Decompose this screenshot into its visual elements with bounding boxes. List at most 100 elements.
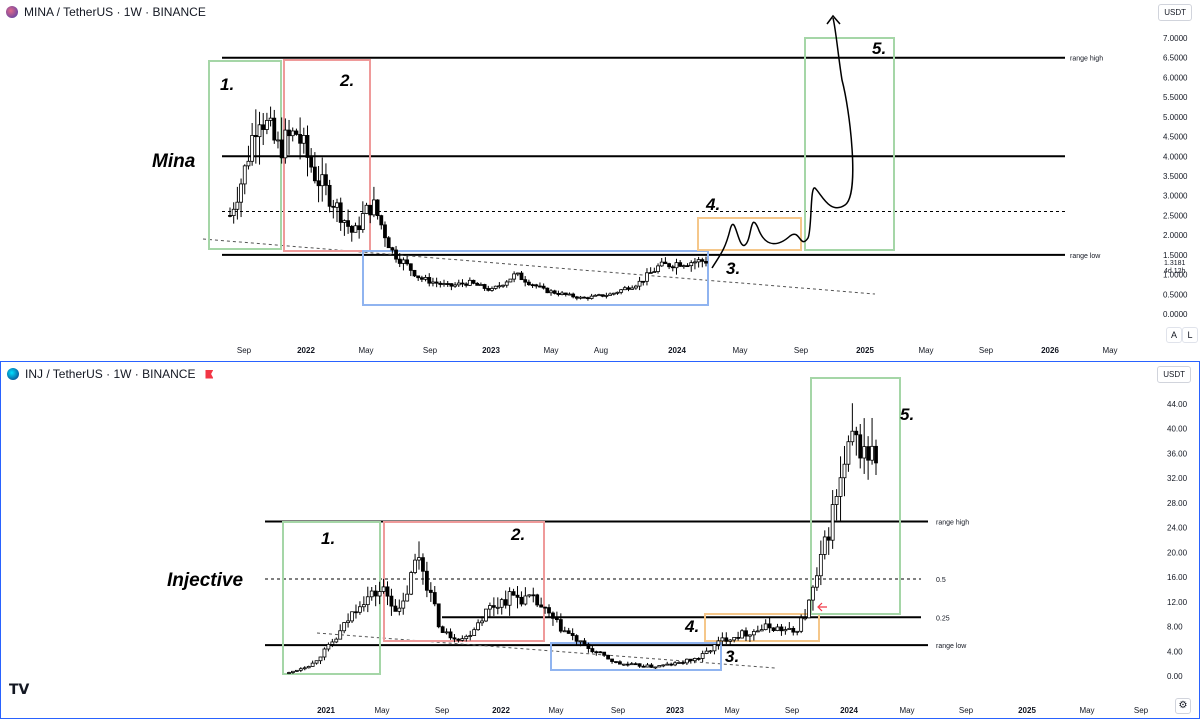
candle-body xyxy=(497,285,502,288)
y-tick-label: 28.00 xyxy=(1167,499,1188,508)
mina-logo-icon xyxy=(6,6,18,18)
current-price-label: 1.3181 xyxy=(1164,260,1186,267)
phase-annotation: 4. xyxy=(705,195,720,214)
x-tick-label: May xyxy=(899,706,914,715)
candle-body xyxy=(424,570,429,591)
phase-annotation: 3. xyxy=(725,647,739,666)
y-tick-label: 3.5000 xyxy=(1163,172,1188,181)
candle-body xyxy=(526,281,531,286)
candle-body xyxy=(534,284,539,287)
candle-body xyxy=(771,627,776,631)
inj-chart-panel[interactable]: INJ / TetherUS · 1W · BINANCE USDT 44.00… xyxy=(0,361,1200,719)
y-tick-label: 2.0000 xyxy=(1163,231,1188,240)
candle-body xyxy=(268,117,273,121)
phase-annotation: 2. xyxy=(510,525,525,544)
candle-body xyxy=(807,599,811,619)
candle-body xyxy=(696,658,701,660)
y-tick-label: 6.0000 xyxy=(1163,73,1188,82)
candle-body xyxy=(377,591,382,597)
candle-body xyxy=(751,631,756,636)
candle-body xyxy=(306,666,311,669)
candle-body xyxy=(476,622,481,631)
phase-5-box xyxy=(804,37,895,251)
candle-body xyxy=(322,648,327,658)
candle-body xyxy=(423,277,428,280)
x-tick-label: May xyxy=(1102,346,1117,355)
mina-chart-panel[interactable]: MINA / TetherUS · 1W · BINANCE USDT 7.00… xyxy=(0,0,1200,358)
y-tick-label: 12.00 xyxy=(1167,598,1188,607)
candle-body xyxy=(611,292,616,295)
candle-body xyxy=(589,295,594,299)
candle-body xyxy=(539,604,544,608)
candle-body xyxy=(287,129,291,137)
candle-body xyxy=(674,262,679,269)
candle-body xyxy=(799,617,804,632)
candle-body xyxy=(562,630,567,633)
y-tick-label: 1.5000 xyxy=(1163,251,1188,260)
level-label: range high xyxy=(1070,56,1103,63)
candle-body xyxy=(264,120,269,130)
candle-body xyxy=(438,282,443,285)
candle-body xyxy=(633,663,638,666)
candle-body xyxy=(728,639,733,642)
candle-body xyxy=(312,166,317,182)
candle-body xyxy=(538,285,542,288)
phase-3-box xyxy=(362,250,709,306)
candle-body xyxy=(358,606,362,613)
candle-body xyxy=(276,139,280,142)
tradingview-logo[interactable]: TV xyxy=(9,682,30,698)
candle-body xyxy=(870,445,874,461)
candle-body xyxy=(586,643,591,649)
candle-body xyxy=(250,135,255,162)
candle-body xyxy=(484,608,488,622)
candle-body xyxy=(508,278,513,283)
candle-body xyxy=(740,630,744,639)
candle-body xyxy=(704,650,709,654)
candle-body xyxy=(795,630,800,633)
candle-body xyxy=(386,237,391,249)
candle-body xyxy=(659,261,664,267)
phase-annotation: 5. xyxy=(900,405,914,424)
candle-body xyxy=(460,638,465,641)
candle-body xyxy=(667,263,672,268)
y-tick-label: 4.00 xyxy=(1167,647,1183,656)
candle-body xyxy=(523,595,528,605)
x-tick-label: 2024 xyxy=(668,346,686,355)
candle-body xyxy=(511,591,516,596)
auto-scale-button[interactable]: A xyxy=(1166,327,1182,343)
x-tick-label: Sep xyxy=(611,706,626,715)
inj-chart[interactable]: 44.00 40.00 36.00 32.00 28.00 24.00 20.00 16.00… xyxy=(1,362,1198,717)
candle-body xyxy=(397,607,402,612)
currency-selector[interactable]: USDT xyxy=(1158,4,1192,21)
settings-icon[interactable]: ⚙ xyxy=(1175,698,1191,714)
x-tick-label: May xyxy=(358,346,373,355)
candle-body xyxy=(421,557,425,572)
x-tick-label: Aug xyxy=(594,346,608,355)
candle-body xyxy=(858,434,863,459)
chart-header: INJ / TetherUS · 1W · BINANCE xyxy=(7,367,214,381)
x-tick-label: May xyxy=(548,706,563,715)
candle-body xyxy=(480,620,484,624)
candle-body xyxy=(357,225,362,230)
currency-selector[interactable]: USDT xyxy=(1157,366,1191,383)
candle-body xyxy=(419,277,424,280)
candle-body xyxy=(615,291,620,294)
candle-body xyxy=(556,292,561,295)
x-tick-label: Sep xyxy=(785,706,800,715)
candle-body xyxy=(866,446,871,461)
x-tick-label: Sep xyxy=(423,346,438,355)
y-tick-label: 8.00 xyxy=(1167,623,1183,632)
candle-body xyxy=(279,139,284,159)
phase-annotation: 1. xyxy=(321,529,335,548)
candle-body xyxy=(663,261,668,265)
candle-body xyxy=(442,283,446,285)
candle-body xyxy=(305,135,310,158)
candle-body xyxy=(427,277,432,284)
candle-body xyxy=(456,282,461,286)
log-scale-button[interactable]: L xyxy=(1182,327,1198,343)
x-tick-label: 2021 xyxy=(317,706,335,715)
flag-icon[interactable] xyxy=(205,369,214,379)
candle-body xyxy=(467,279,472,286)
candle-body xyxy=(566,630,571,634)
mina-chart[interactable]: 7.0000 6.5000 6.0000 5.5000 5.0000 4.5000 4.00… xyxy=(0,0,1200,358)
